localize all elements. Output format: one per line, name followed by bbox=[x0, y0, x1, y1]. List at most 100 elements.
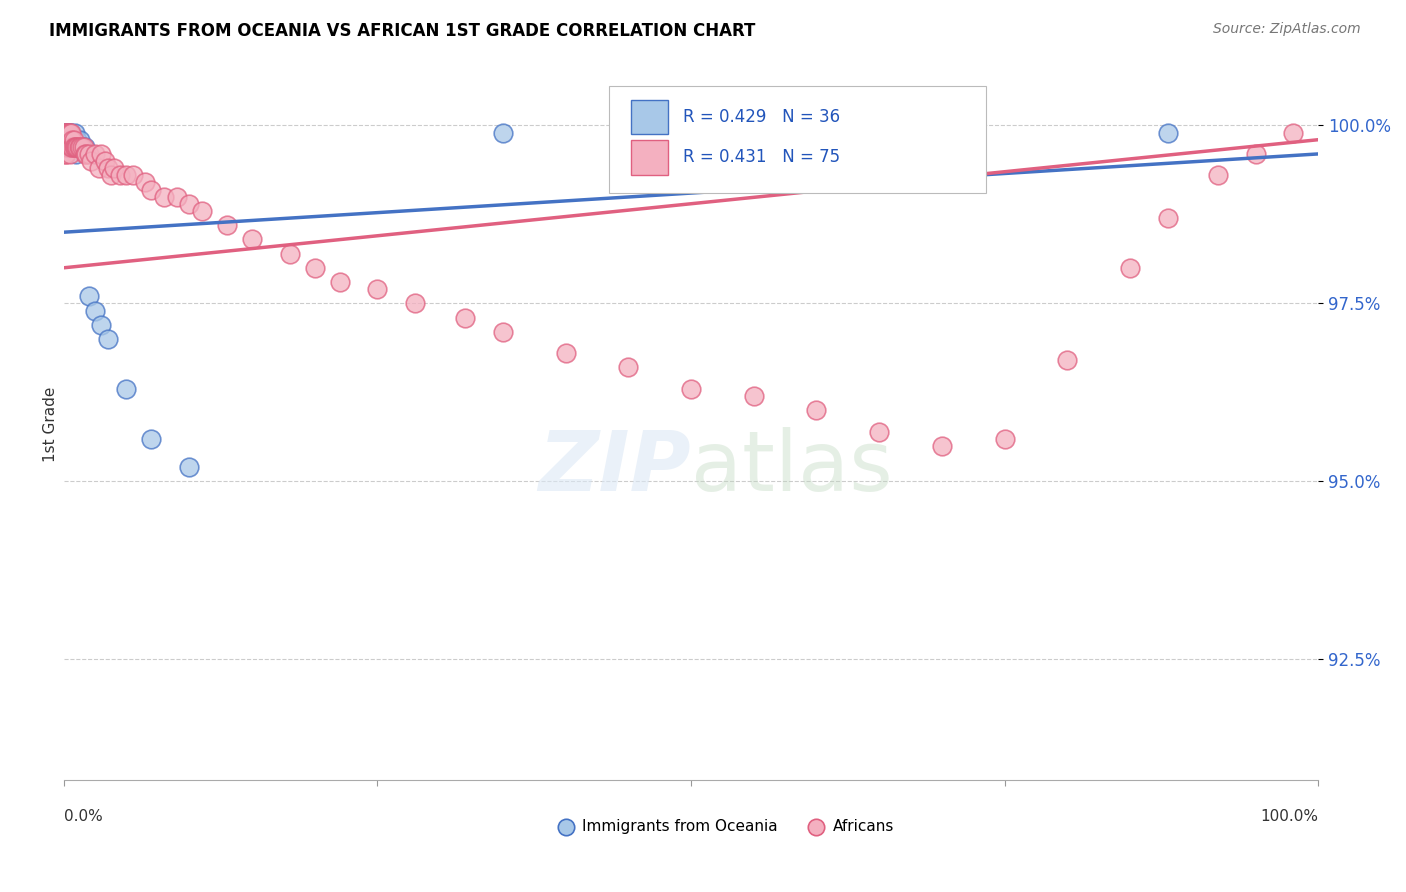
Point bbox=[304, 260, 326, 275]
Point bbox=[65, 133, 87, 147]
Point bbox=[73, 140, 96, 154]
Point bbox=[94, 154, 117, 169]
Text: ZIP: ZIP bbox=[538, 426, 690, 508]
Point bbox=[53, 133, 76, 147]
Point bbox=[115, 169, 138, 183]
Point bbox=[80, 154, 103, 169]
Point bbox=[69, 140, 91, 154]
Point bbox=[53, 147, 76, 161]
Point bbox=[100, 169, 122, 183]
Point bbox=[53, 140, 76, 154]
Point bbox=[77, 289, 100, 303]
Point bbox=[97, 332, 120, 346]
Point bbox=[55, 133, 77, 147]
Point bbox=[62, 133, 84, 147]
Point bbox=[58, 126, 80, 140]
Point bbox=[153, 189, 176, 203]
Point bbox=[69, 133, 91, 147]
Point bbox=[59, 126, 82, 140]
Point bbox=[75, 147, 97, 161]
Point bbox=[90, 147, 112, 161]
Point bbox=[62, 140, 84, 154]
Point bbox=[72, 140, 94, 154]
Point bbox=[1056, 353, 1078, 368]
Point bbox=[65, 147, 87, 161]
Point bbox=[179, 460, 201, 475]
Point bbox=[679, 382, 702, 396]
Point bbox=[1282, 126, 1305, 140]
Point bbox=[166, 189, 188, 203]
Point bbox=[121, 169, 143, 183]
Point bbox=[55, 126, 77, 140]
Point bbox=[67, 140, 90, 154]
Point bbox=[190, 203, 212, 218]
Point bbox=[55, 140, 77, 154]
Text: Source: ZipAtlas.com: Source: ZipAtlas.com bbox=[1213, 22, 1361, 37]
Point bbox=[62, 133, 84, 147]
Point bbox=[59, 147, 82, 161]
Point bbox=[492, 126, 515, 140]
FancyBboxPatch shape bbox=[631, 100, 668, 134]
Point bbox=[492, 325, 515, 339]
Point bbox=[53, 126, 76, 140]
Point bbox=[994, 432, 1017, 446]
Point bbox=[60, 140, 83, 154]
Point bbox=[141, 432, 163, 446]
Point bbox=[58, 133, 80, 147]
Point bbox=[60, 126, 83, 140]
Point bbox=[56, 126, 79, 140]
Point bbox=[58, 140, 80, 154]
Point bbox=[329, 275, 352, 289]
Point bbox=[55, 140, 77, 154]
Point bbox=[56, 126, 79, 140]
Text: R = 0.431   N = 75: R = 0.431 N = 75 bbox=[683, 148, 841, 167]
Point bbox=[62, 140, 84, 154]
Point bbox=[1206, 169, 1229, 183]
Point bbox=[73, 140, 96, 154]
Point bbox=[108, 169, 131, 183]
Point bbox=[56, 140, 79, 154]
Point bbox=[141, 182, 163, 196]
Point bbox=[454, 310, 477, 325]
FancyBboxPatch shape bbox=[609, 87, 986, 193]
Point bbox=[55, 147, 77, 161]
Point bbox=[67, 140, 90, 154]
Point bbox=[103, 161, 125, 176]
Point bbox=[65, 140, 87, 154]
Point bbox=[58, 126, 80, 140]
Point bbox=[62, 133, 84, 147]
Point bbox=[66, 140, 89, 154]
Point bbox=[554, 346, 576, 360]
Point bbox=[59, 133, 82, 147]
Point bbox=[84, 303, 107, 318]
Point bbox=[72, 140, 94, 154]
Text: Immigrants from Oceania: Immigrants from Oceania bbox=[582, 819, 778, 834]
Point bbox=[53, 126, 76, 140]
Point bbox=[134, 175, 156, 189]
Point bbox=[1244, 147, 1267, 161]
Point bbox=[55, 133, 77, 147]
Point bbox=[1157, 126, 1180, 140]
Point bbox=[1157, 211, 1180, 225]
Point bbox=[1119, 260, 1142, 275]
FancyBboxPatch shape bbox=[631, 140, 668, 175]
Y-axis label: 1st Grade: 1st Grade bbox=[44, 387, 58, 462]
Text: atlas: atlas bbox=[690, 426, 893, 508]
Point bbox=[63, 126, 86, 140]
Point bbox=[60, 140, 83, 154]
Text: R = 0.429   N = 36: R = 0.429 N = 36 bbox=[683, 108, 841, 126]
Point bbox=[278, 246, 301, 260]
Point bbox=[53, 133, 76, 147]
Point bbox=[53, 126, 76, 140]
Text: IMMIGRANTS FROM OCEANIA VS AFRICAN 1ST GRADE CORRELATION CHART: IMMIGRANTS FROM OCEANIA VS AFRICAN 1ST G… bbox=[49, 22, 755, 40]
Point bbox=[63, 140, 86, 154]
Text: 0.0%: 0.0% bbox=[63, 809, 103, 823]
Point bbox=[179, 196, 201, 211]
Point bbox=[66, 133, 89, 147]
Point bbox=[868, 425, 890, 439]
Point bbox=[62, 133, 84, 147]
Point bbox=[90, 318, 112, 332]
Point bbox=[58, 140, 80, 154]
Point bbox=[240, 232, 263, 246]
Point bbox=[62, 140, 84, 154]
